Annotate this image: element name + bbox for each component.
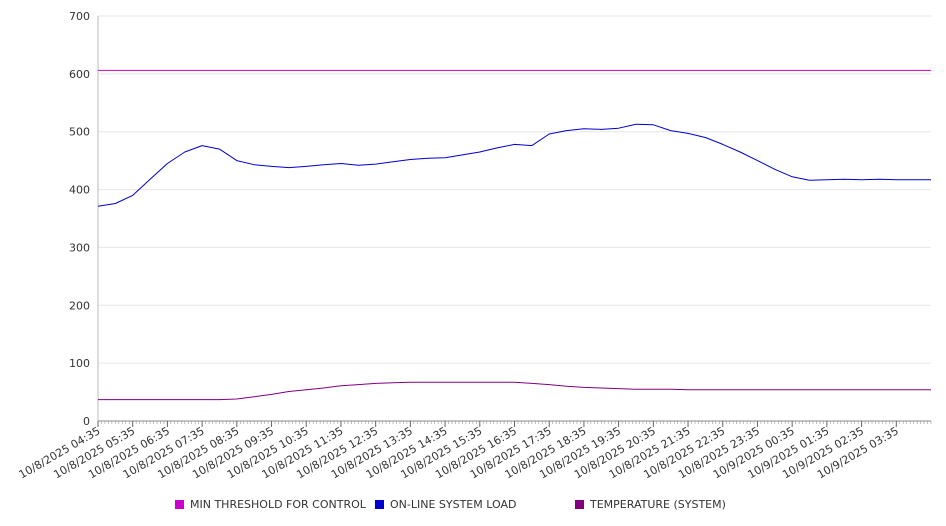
legend-label-temperature: TEMPERATURE (SYSTEM)	[590, 498, 726, 511]
axes	[97, 16, 932, 427]
y-tick-label: 0	[83, 415, 90, 428]
series-line-system-load	[97, 123, 931, 207]
legend-swatch-temperature	[575, 500, 584, 509]
legend-item-system-load[interactable]: ON-LINE SYSTEM LOAD	[375, 498, 516, 511]
legend-label-system-load: ON-LINE SYSTEM LOAD	[390, 498, 517, 511]
y-tick-label: 600	[69, 68, 90, 81]
y-tick-label: 300	[69, 241, 90, 254]
y-tick-label: 200	[69, 299, 90, 312]
legend-label-threshold: MIN THRESHOLD FOR CONTROL	[190, 498, 366, 511]
y-tick-labels: 0 100 200 300 400 500 600 700	[69, 10, 90, 428]
legend-swatch-system-load	[375, 500, 384, 509]
series-line-temperature	[98, 381, 931, 401]
series-lines	[97, 69, 931, 401]
legend-item-temperature[interactable]: TEMPERATURE (SYSTEM)	[575, 498, 726, 511]
y-tick-label: 700	[69, 10, 90, 23]
legend: MIN THRESHOLD FOR CONTROL ON-LINE SYSTEM…	[0, 498, 946, 518]
legend-swatch-threshold	[175, 500, 184, 509]
y-tick-label: 100	[69, 357, 90, 370]
legend-item-threshold[interactable]: MIN THRESHOLD FOR CONTROL	[175, 498, 366, 511]
gridlines	[98, 15, 931, 364]
y-tick-label: 400	[69, 184, 90, 197]
y-tick-label: 500	[69, 126, 90, 139]
